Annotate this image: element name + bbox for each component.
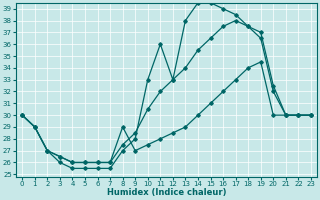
X-axis label: Humidex (Indice chaleur): Humidex (Indice chaleur) [107,188,226,197]
